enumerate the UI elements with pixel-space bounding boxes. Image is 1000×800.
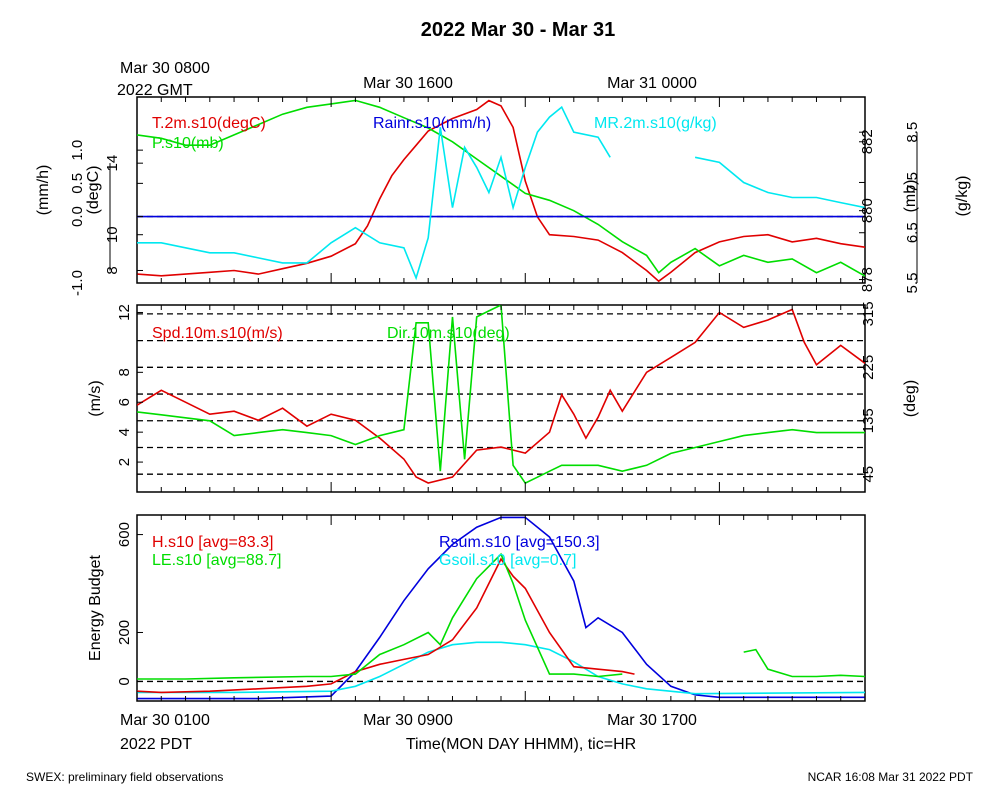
bottom-legend-3: Gsoil.s10 [avg=0.7] [439, 552, 576, 569]
top-mr-tick-label-1: 6.5 [904, 222, 921, 243]
bottom-legend-1: LE.s10 [avg=88.7] [152, 552, 281, 569]
middle-speed-tick-label-0: 2 [116, 458, 133, 466]
top-gmt-label-line2: 2022 GMT [117, 82, 193, 99]
top-temp-tick-label-0: 8 [104, 266, 121, 274]
top-rain-tick-label-2: 0.5 [69, 173, 86, 194]
bottom-energy-tick-label-0: 0 [116, 677, 133, 685]
bottom-series-4-line [743, 648, 865, 678]
top-mr-tick-label-3: 8.5 [904, 122, 921, 143]
bottom-time-label-left-line1: Mar 30 0100 [120, 712, 210, 729]
top-rain-tick-label-3: 1.0 [69, 140, 86, 161]
bottom-series-1-line [137, 641, 865, 695]
top-series-0-line [137, 99, 865, 283]
middle-speed-tick-label-3: 8 [116, 368, 133, 376]
top-mr-axis-label: (g/kg) [954, 176, 971, 217]
middle-legend-1: Dir.10m.s10(deg) [387, 325, 510, 342]
bottom-legend-0: H.s10 [avg=83.3] [152, 534, 273, 551]
top-series-3-line [137, 105, 611, 281]
middle-legend-0: Spd.10m.s10(m/s) [152, 325, 283, 342]
top-pres-axis-label: (mb) [902, 180, 919, 213]
chart-panels: T.2m.s10(degC) P.s10(mb) Rainr.s10(mm/h) MR… [35, 96, 971, 702]
middle-speed-tick-label-2: 6 [116, 398, 133, 406]
top-panel: T.2m.s10(degC) P.s10(mb) Rainr.s10(mm/h) MR… [35, 96, 971, 296]
bottom-energy-tick-label-2: 600 [116, 522, 133, 547]
top-temp-tick-label-2: 14 [104, 155, 121, 172]
top-temp-tick-label-1: 10 [104, 226, 121, 243]
bottom-series-3-line [137, 552, 623, 680]
top-rain-axis-label: (mm/h) [35, 165, 52, 216]
top-time-label-right: Mar 31 0000 [607, 75, 697, 92]
top-pres-tick-label-2: 882 [859, 129, 876, 154]
top-legend-2: Rainr.s10(mm/h) [373, 115, 491, 132]
middle-dir-tick-label-2: 225 [860, 355, 877, 380]
top-mr-tick-label-2: 7.5 [904, 172, 921, 193]
bottom-panel: H.s10 [avg=83.3]LE.s10 [avg=88.7] Rsum.s1… [87, 514, 866, 702]
middle-dir-tick-label-0: 45 [860, 466, 877, 483]
middle-series-0-line [137, 308, 865, 484]
top-temp-axis-label: (degC) [85, 166, 102, 215]
bottom-energy-axis-label: Energy Budget [87, 555, 104, 661]
footer-right: NCAR 16:08 Mar 31 2022 PDT [808, 770, 974, 784]
top-time-label-mid: Mar 30 1600 [363, 75, 453, 92]
bottom-time-label-right: Mar 30 1700 [607, 712, 697, 729]
middle-dir-axis-label: (deg) [902, 380, 919, 417]
top-pres-tick-label-0: 878 [859, 267, 876, 292]
x-axis-title: Time(MON DAY HHMM), tic=HR [406, 736, 636, 753]
top-legend-3: MR.2m.s10(g/kg) [594, 115, 717, 132]
top-pres-tick-label-1: 880 [859, 198, 876, 223]
top-mr-tick-label-0: 5.5 [904, 273, 921, 294]
bottom-time-label-left-line2: 2022 PDT [120, 736, 192, 753]
top-series-1-line [137, 99, 865, 277]
middle-speed-axis-label: (m/s) [87, 380, 104, 416]
top-legend-0: T.2m.s10(degC) [152, 115, 266, 132]
bottom-time-label-mid: Mar 30 0900 [363, 712, 453, 729]
middle-speed-tick-label-4: 12 [116, 304, 133, 321]
middle-dir-tick-label-3: 315 [860, 301, 877, 326]
middle-panel: Spd.10m.s10(m/s) Dir.10m.s10(deg) 2 4 6 8 12 (m… [87, 301, 919, 493]
top-gmt-label-line1: Mar 30 0800 [120, 60, 210, 77]
bottom-energy-tick-label-1: 200 [116, 620, 133, 645]
bottom-series-2-line [137, 557, 635, 694]
bottom-legend-2: Rsum.s10 [avg=150.3] [439, 534, 600, 551]
top-rain-tick-label-1: 0.0 [69, 206, 86, 227]
middle-series-1-line [137, 305, 865, 485]
middle-dir-tick-label-1: 135 [860, 408, 877, 433]
top-series-4-line [694, 156, 865, 209]
middle-speed-tick-label-1: 4 [116, 428, 133, 436]
top-rain-tick-label-0: -1.0 [69, 270, 86, 296]
chart-title: 2022 Mar 30 - Mar 31 [421, 19, 616, 41]
top-legend-1: P.s10(mb) [152, 135, 224, 152]
footer-left: SWEX: preliminary field observations [26, 770, 223, 784]
